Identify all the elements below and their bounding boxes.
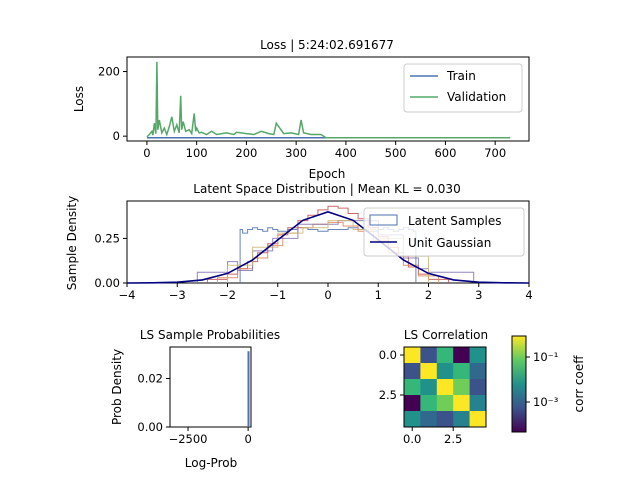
latent-y-ticks: 0.00 0.25 [94,231,127,290]
heatmap-cell [436,411,454,428]
heatmap-cell [436,395,454,412]
loss-x-tick-label: 100 [186,146,208,160]
latent-x-tick-label: 0 [324,288,331,302]
colorbar [511,335,527,433]
heatmap-cell [469,395,487,412]
loss-axes-frame [126,56,530,142]
heatmap-cell [420,363,438,380]
probabilities-y-tick-label: 0.02 [137,372,163,386]
loss-x-tick-label: 500 [385,146,407,160]
colorbar-tick-label: 10⁻³ [533,395,559,409]
probabilities-panel: LS Sample Probabilities −2500 0 0.000.02 … [110,328,280,470]
heatmap-cell [404,379,421,396]
heatmap-cell [420,411,438,428]
probabilities-x-label: Log-Prob [185,456,237,470]
probabilities-x-ticks: −2500 0 [169,427,252,446]
latent-x-tick-label: 2 [425,288,432,302]
probabilities-title: LS Sample Probabilities [140,328,280,342]
loss-y-tick-label: 0 [113,129,120,143]
probabilities-x-tick-label: 0 [244,432,251,446]
correlation-y-tick-label: 0.0 [379,348,397,362]
loss-x-tick-label: 0 [143,146,150,160]
correlation-heatmap [404,347,487,428]
unit-gaussian-curve [126,211,530,284]
correlation-title: LS Correlation [404,328,488,342]
loss-line-validation [146,61,511,139]
legend-validation-label: Validation [447,90,506,104]
legend-latent-samples-label: Latent Samples [408,214,502,228]
correlation-panel: LS Correlation 0.0 2.5 0.0 2.5 10⁻¹ 10⁻³ co… [379,328,586,446]
heatmap-cell [453,395,470,412]
loss-x-tick-label: 400 [335,146,357,160]
latent-x-tick-label: 4 [525,288,532,302]
loss-panel: Loss | 5:24:02.691677 0 100 200 300 400 500 60… [72,38,530,181]
probabilities-axes-frame [169,346,252,428]
latent-x-tick-label: 3 [475,288,482,302]
loss-series-lines [146,61,511,139]
probability-bar [247,351,250,427]
probabilities-bars [247,351,250,427]
latent-x-tick-label: −4 [119,288,136,302]
latent-x-tick-label: −2 [219,288,236,302]
loss-y-label: Loss [72,86,86,112]
colorbar-tick-label: 10⁻¹ [533,350,558,364]
latent-y-label: Sample Density [65,196,79,290]
latent-legend-box [363,207,525,257]
heatmap-cell [469,347,487,364]
loss-x-label: Epoch [309,167,346,181]
latent-x-tick-label: −1 [269,288,286,302]
probabilities-y-ticks: 0.00 0.02 [137,372,170,434]
legend-unit-gaussian-label: Unit Gaussian [408,236,491,250]
heatmap-cell [404,411,421,428]
heatmap-cell [453,379,470,396]
heatmap-cell [436,379,454,396]
heatmap-cell [436,347,454,364]
latent-x-ticks: −4 −3 −2 −1 0 1 2 3 4 [119,283,533,302]
probabilities-y-tick-label: 0.00 [137,420,163,434]
latent-title: Latent Space Distribution | Mean KL = 0.… [193,182,460,196]
legend-latent-samples-swatch [369,214,398,226]
latent-x-tick-label: −3 [169,288,186,302]
loss-y-ticks: 0 200 [98,65,127,143]
heatmap-cell [404,347,421,364]
correlation-y-ticks: 0.0 2.5 [379,348,404,402]
heatmap-cell [404,363,421,380]
latent-y-tick-label: 0.25 [94,231,120,245]
loss-x-tick-label: 700 [484,146,506,160]
probabilities-y-label: Prob Density [110,349,124,425]
heatmap-cell [469,379,487,396]
latent-panel: Latent Space Distribution | Mean KL = 0.… [65,182,533,302]
probabilities-x-tick-label: −2500 [169,432,208,446]
heatmap-cell [453,363,470,380]
correlation-x-ticks: 0.0 2.5 [403,427,462,446]
correlation-x-tick-label: 2.5 [444,432,462,446]
colorbar-label: corr coeff [572,355,586,413]
heatmap-cell [469,411,487,428]
correlation-axes-frame [403,346,487,428]
loss-x-tick-label: 200 [235,146,257,160]
legend-train-label: Train [446,69,476,83]
latent-x-tick-label: 1 [375,288,382,302]
heatmap-cell [453,411,470,428]
loss-y-tick-label: 200 [98,65,120,79]
colorbar-ticks: 10⁻¹ 10⁻³ [526,350,559,409]
heatmap-cell [469,363,487,380]
latent-y-tick-label: 0.00 [94,276,120,290]
latent-legend: Latent Samples Unit Gaussian [363,207,525,257]
loss-x-ticks: 0 100 200 300 400 500 600 700 [143,141,506,160]
heatmap-cell [420,379,438,396]
heatmap-cell [436,363,454,380]
heatmap-cell [420,347,438,364]
loss-x-tick-label: 600 [434,146,456,160]
correlation-x-tick-label: 0.0 [403,432,421,446]
correlation-y-tick-label: 2.5 [379,388,397,402]
loss-x-tick-label: 300 [285,146,307,160]
heatmap-cell [420,395,438,412]
loss-title: Loss | 5:24:02.691677 [260,38,394,52]
heatmap-cell [404,395,421,412]
loss-legend: Train Validation [403,63,523,113]
heatmap-cell [453,347,470,364]
